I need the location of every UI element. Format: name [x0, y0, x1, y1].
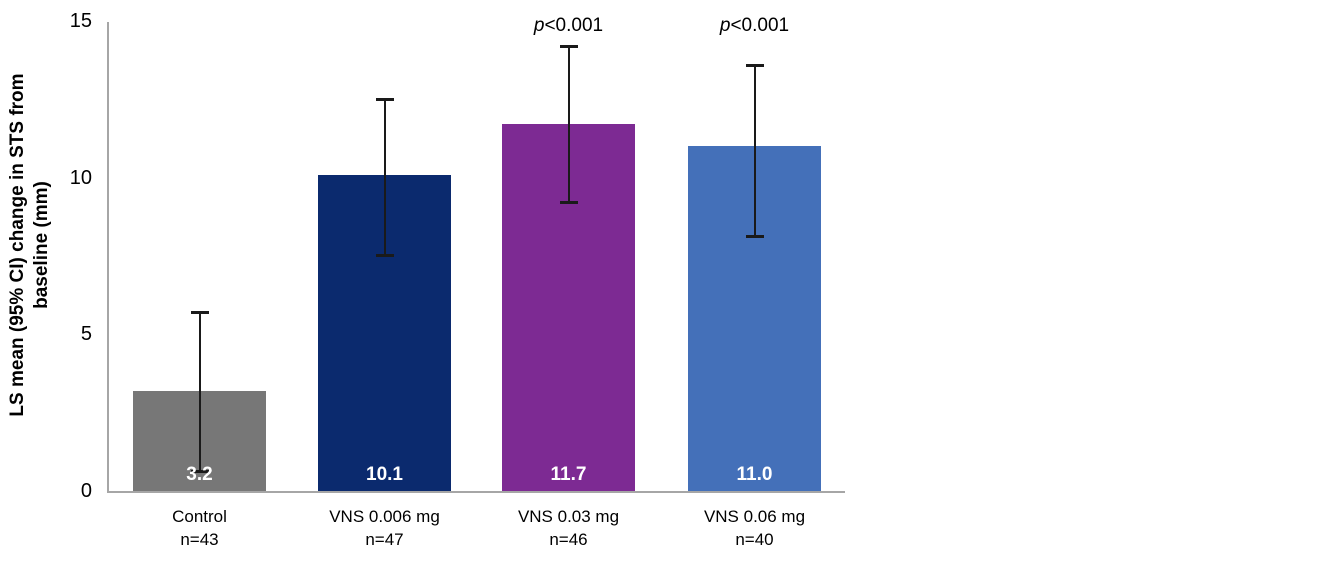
y-tick-label-0: 0 [80, 480, 92, 502]
y-axis-title: LS mean (95% CI) change in STS from base… [6, 10, 54, 480]
p-value-text-3: <0.001 [730, 15, 790, 36]
error-bar-cap-top-1 [375, 98, 394, 102]
error-bar-line-3 [753, 64, 756, 238]
error-bar-cap-top-2 [559, 45, 578, 49]
error-bar-cap-top-3 [745, 63, 764, 67]
bar-value-label-0: 3.2 [186, 464, 213, 485]
error-bar-cap-bottom-3 [745, 235, 764, 239]
category-label-name-3: VNS 0.06 mg [703, 507, 806, 526]
y-tick-label-15: 15 [69, 10, 92, 32]
error-bar-cap-bottom-0 [190, 470, 209, 474]
bar-value-label-3: 11.0 [736, 464, 773, 485]
bar-value-label-1: 10.1 [366, 464, 403, 485]
p-value-annotation-3: p<0.001 [675, 14, 835, 37]
y-axis-line [107, 22, 109, 492]
category-label-2: VNS 0.03 mg n=46 [469, 505, 669, 551]
p-value-italic-p-3: p [719, 15, 731, 36]
p-value-annotation-2: p<0.001 [489, 14, 649, 37]
error-bar-cap-bottom-2 [559, 200, 578, 204]
category-label-3: VNS 0.06 mg n=40 [655, 505, 855, 551]
y-axis-title-line1: LS mean (95% CI) change in STS from [7, 73, 28, 417]
category-label-n-3: n=40 [735, 530, 774, 549]
error-bar-line-0 [198, 312, 201, 473]
y-tick-label-10: 10 [69, 166, 92, 189]
category-label-name-1: VNS 0.006 mg [329, 507, 440, 526]
category-label-n-0: n=43 [180, 530, 219, 549]
category-label-name-2: VNS 0.03 mg [517, 507, 620, 526]
p-value-text-2: <0.001 [544, 15, 604, 36]
y-tick-label-5: 5 [80, 323, 92, 346]
x-axis-line [107, 491, 845, 493]
category-label-n-2: n=46 [549, 530, 588, 549]
category-label-1: VNS 0.006 mg n=47 [285, 505, 485, 551]
bar-value-label-2: 11.7 [550, 464, 587, 485]
error-bar-line-1 [383, 99, 386, 256]
error-bar-line-2 [567, 46, 570, 203]
error-bar-cap-top-0 [190, 311, 209, 315]
category-label-n-1: n=47 [365, 530, 404, 549]
category-label-name-0: Control [172, 507, 227, 526]
error-bar-cap-bottom-1 [375, 254, 394, 257]
p-value-italic-p-2: p [533, 15, 545, 36]
y-axis-title-line2: baseline (mm) [31, 181, 52, 309]
category-label-0: Control n=43 [100, 505, 300, 551]
